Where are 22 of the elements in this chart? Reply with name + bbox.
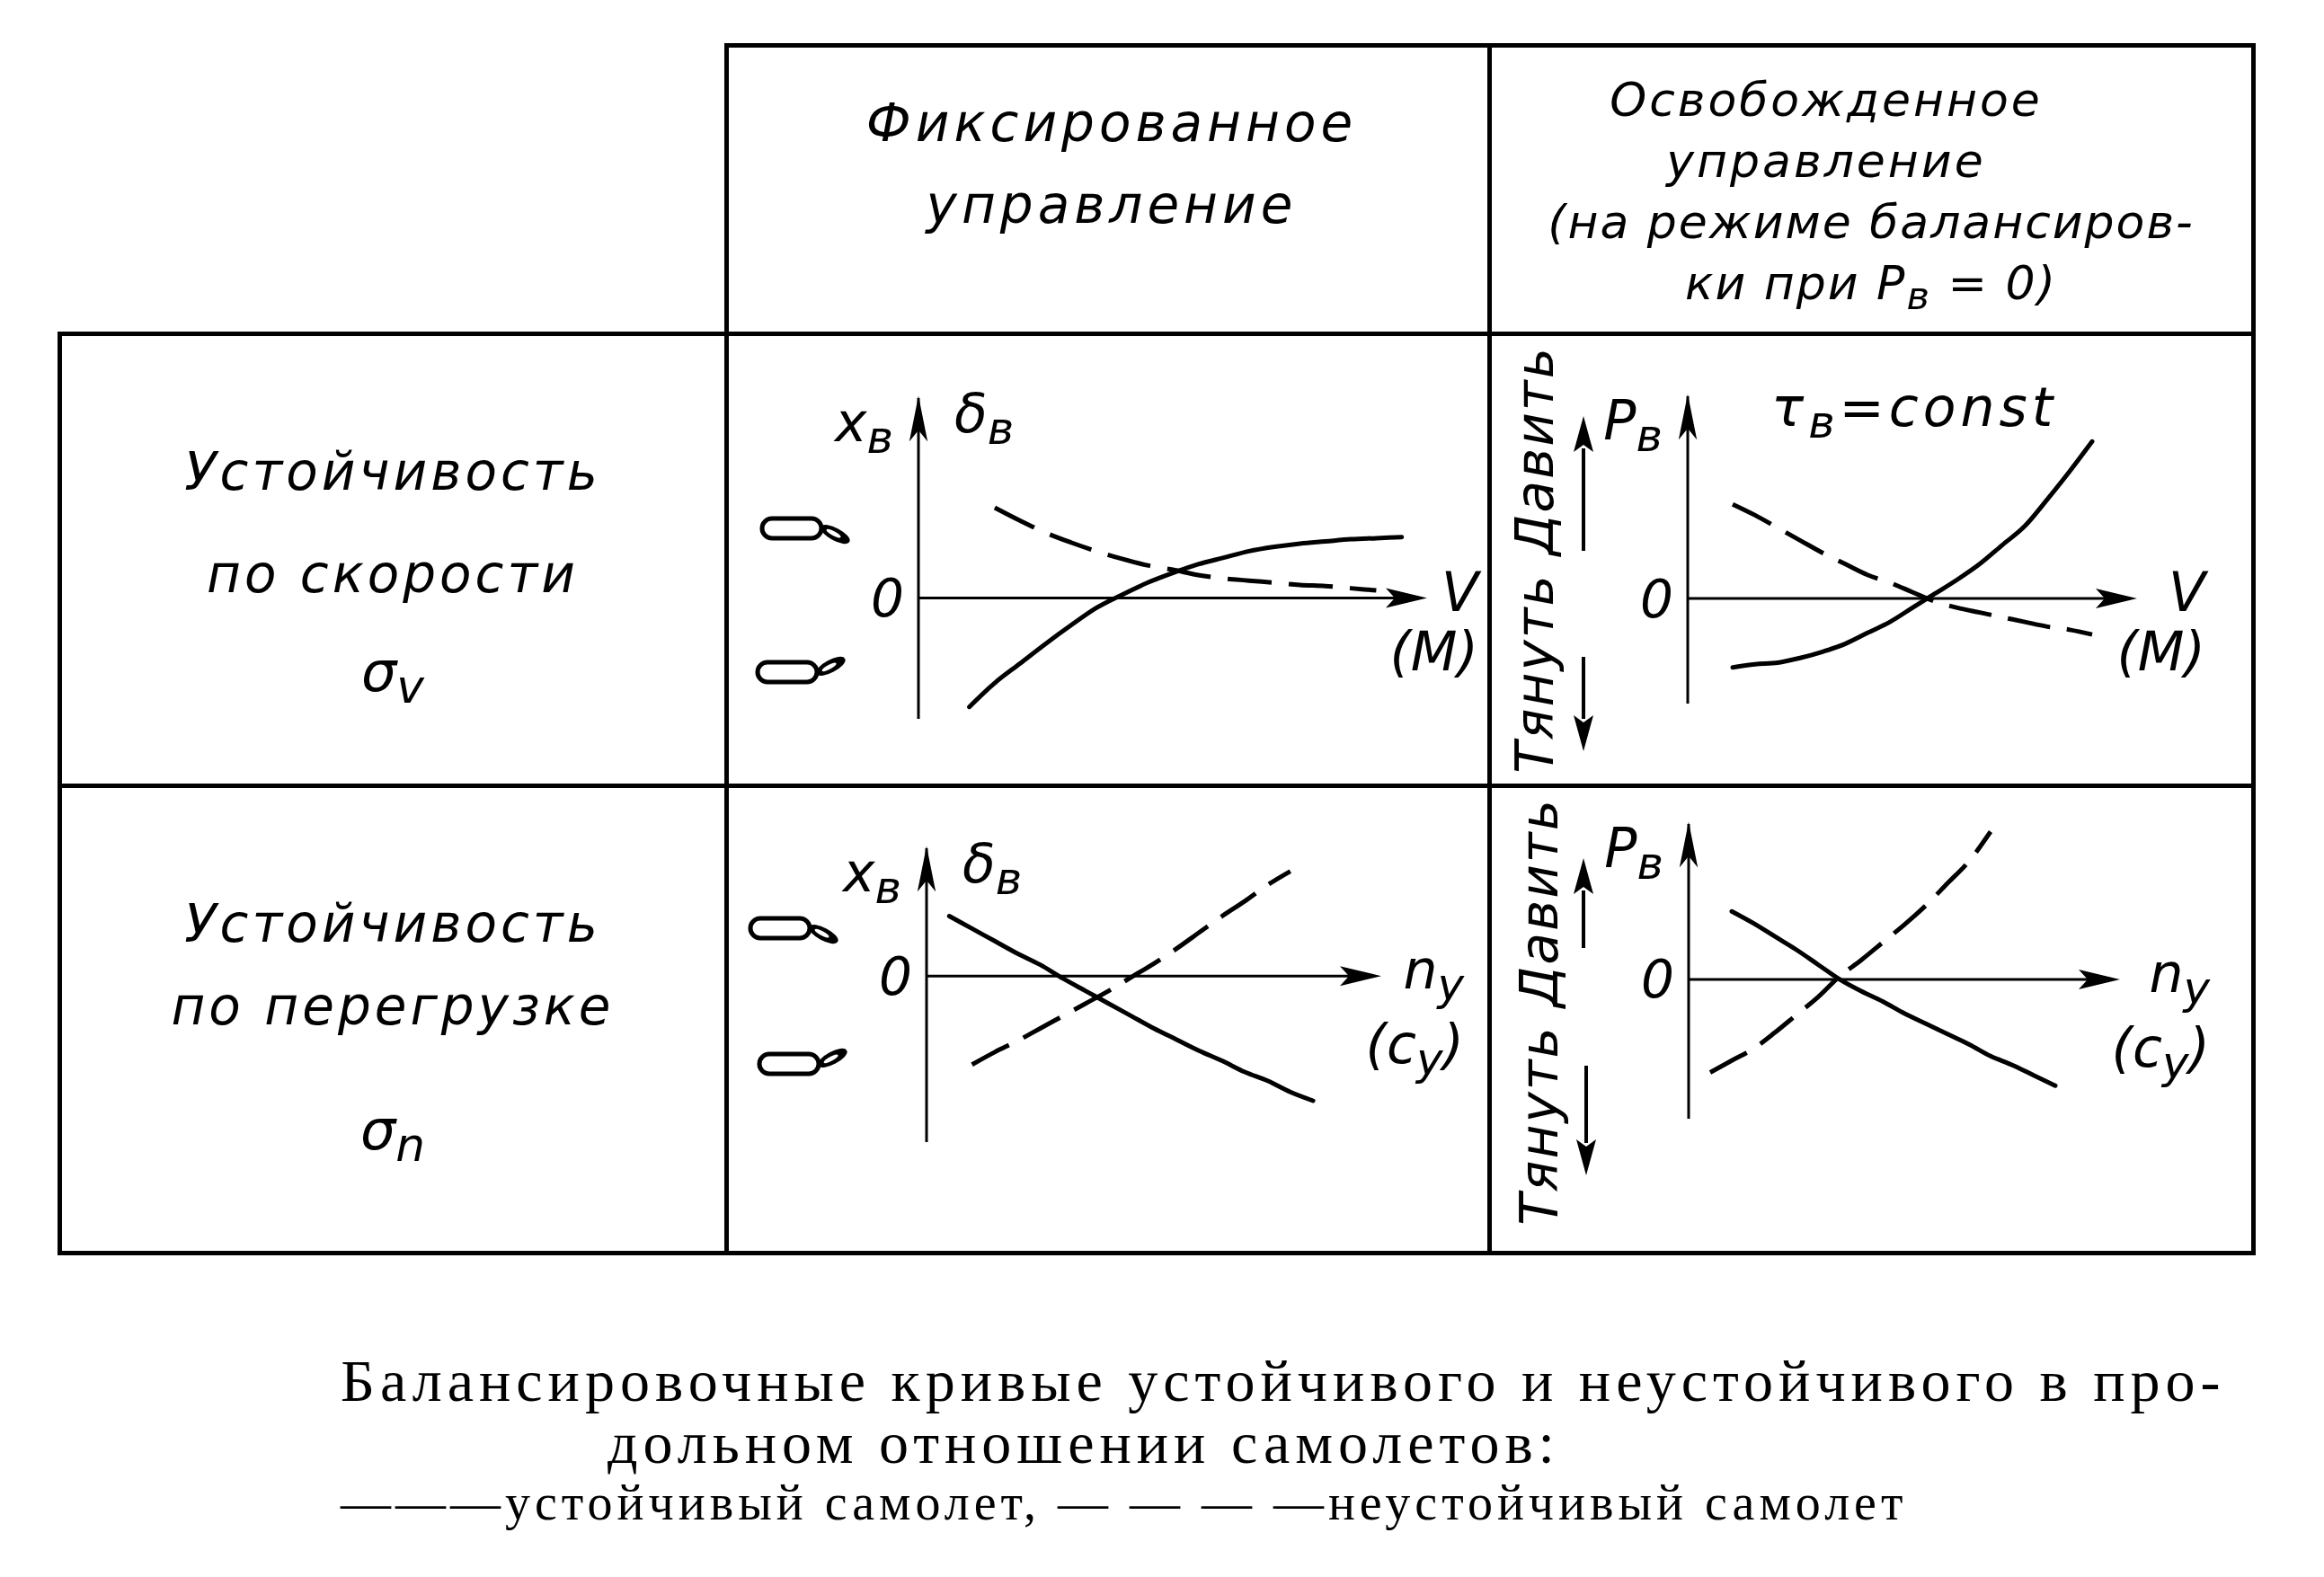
text: x$_{в}$ δ$_{в}$: [843, 832, 1023, 914]
text: ———устойчивый самолет, — — — —неустойчивый самолет: [341, 1475, 1908, 1532]
text: σ$_{n}$: [359, 1097, 426, 1173]
ref-line-label: 0: [871, 568, 904, 630]
text: Тянуть Давить: [1504, 346, 1566, 774]
text: σ$_{v}$: [361, 639, 424, 714]
text: x$_{в}$ δ$_{в}$: [835, 382, 1015, 464]
y-axis-title: P$_{в}$: [1604, 817, 1663, 891]
ref-line-label: 0: [1641, 949, 1674, 1011]
text: (на режиме балансиров-ки при P$_{в}$ = 0): [1547, 194, 2195, 321]
text: Освобожденное управление: [1609, 72, 2044, 190]
annotation: τ$_{в}$=const: [1771, 376, 2058, 450]
text: Тянуть Давить: [1509, 798, 1570, 1226]
x-axis-title: n$_{y}$ (c$_{y}$): [2111, 941, 2210, 1091]
text: Фиксированное управление: [865, 92, 1359, 237]
ref-line-label: 0: [1640, 568, 1673, 630]
ref-line-label: 0: [879, 945, 912, 1007]
text: Балансировочные кривые устойчивого и неустойчивого в про-дольном отношении самолетов:: [341, 1348, 2227, 1475]
y-axis-title: P$_{в}$: [1603, 389, 1663, 464]
text: Устойчивость по перегрузке: [170, 892, 616, 1039]
x-axis-title: n$_{y}$ (c$_{y}$): [1365, 938, 1464, 1088]
text: Устойчивость по скорости: [183, 440, 602, 607]
